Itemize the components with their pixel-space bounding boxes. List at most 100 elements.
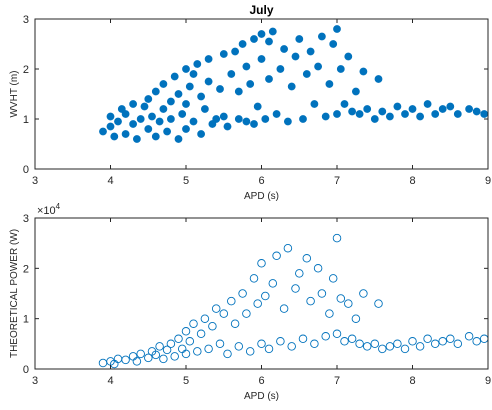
x-tick-label: 9 xyxy=(485,375,491,387)
data-point xyxy=(423,334,432,344)
x-tick-label: 8 xyxy=(409,175,415,187)
data-point xyxy=(159,354,168,364)
data-point xyxy=(204,344,213,354)
data-point xyxy=(189,70,198,78)
data-point xyxy=(242,309,251,318)
data-point xyxy=(144,125,153,133)
data-point xyxy=(393,339,402,349)
data-point xyxy=(121,130,130,138)
data-point xyxy=(219,309,229,318)
data-point xyxy=(230,319,240,328)
data-point xyxy=(332,233,342,243)
data-point xyxy=(374,75,383,83)
data-point xyxy=(446,102,455,111)
data-point xyxy=(219,50,228,58)
data-point xyxy=(310,100,319,108)
data-point xyxy=(268,27,277,36)
data-point xyxy=(174,334,183,344)
data-point xyxy=(272,110,281,118)
data-point xyxy=(464,332,474,341)
data-point xyxy=(336,294,346,303)
data-point xyxy=(99,127,107,136)
data-point xyxy=(329,40,338,48)
data-point xyxy=(178,110,187,118)
data-point xyxy=(144,353,153,363)
data-point xyxy=(129,100,137,108)
data-point xyxy=(257,339,266,349)
data-point xyxy=(480,110,489,118)
data-point xyxy=(355,110,364,118)
x-tick-label: 7 xyxy=(334,175,340,187)
data-point xyxy=(98,358,108,368)
data-point xyxy=(246,80,255,88)
data-point xyxy=(234,87,243,96)
x-tick-label: 6 xyxy=(258,175,264,187)
x-tick-label: 7 xyxy=(334,375,340,387)
data-point xyxy=(215,339,225,349)
y-tick-label: 3 xyxy=(23,14,29,26)
data-point xyxy=(151,350,161,360)
data-point xyxy=(423,100,432,108)
data-point xyxy=(314,62,322,71)
data-point xyxy=(401,110,409,118)
data-point xyxy=(223,122,232,131)
data-point xyxy=(374,299,383,308)
data-point xyxy=(453,339,463,349)
y-axis-label: WVHT (m) xyxy=(9,70,20,117)
data-point xyxy=(408,105,417,113)
data-point xyxy=(166,115,175,123)
x-axis-label: APD (s) xyxy=(244,391,279,402)
data-point xyxy=(302,254,312,263)
data-point xyxy=(416,112,424,121)
y-tick-label: 2 xyxy=(23,263,29,275)
data-point xyxy=(351,314,361,323)
data-point xyxy=(321,112,330,121)
data-point xyxy=(313,264,323,273)
data-point xyxy=(227,296,236,306)
axes-box xyxy=(34,18,489,170)
data-point xyxy=(430,339,440,349)
data-point xyxy=(159,80,168,88)
data-point xyxy=(265,75,273,83)
data-point xyxy=(333,25,341,33)
data-point xyxy=(408,337,417,346)
data-point xyxy=(140,102,149,111)
data-point xyxy=(121,355,130,365)
data-point xyxy=(110,132,119,141)
data-point xyxy=(148,112,156,121)
data-point xyxy=(321,332,330,341)
data-point xyxy=(415,342,425,351)
data-point xyxy=(325,309,334,318)
data-point xyxy=(197,130,205,138)
data-point xyxy=(287,82,296,91)
data-point xyxy=(155,342,164,351)
data-point xyxy=(197,92,205,101)
data-point xyxy=(328,274,338,283)
data-point xyxy=(249,274,259,283)
data-point xyxy=(185,82,194,91)
data-point xyxy=(287,342,296,351)
data-point xyxy=(465,105,473,113)
data-point xyxy=(438,105,447,113)
x-tick-label: 3 xyxy=(32,375,38,387)
data-point xyxy=(306,296,315,306)
data-point xyxy=(185,337,195,346)
data-point xyxy=(276,337,285,346)
data-series xyxy=(99,25,489,143)
data-point xyxy=(132,135,141,143)
data-point xyxy=(348,107,356,116)
data-point xyxy=(268,279,278,288)
data-point xyxy=(279,304,289,313)
data-point xyxy=(200,314,210,323)
data-point xyxy=(238,289,247,298)
data-point xyxy=(332,329,342,339)
data-point xyxy=(163,127,171,136)
data-point xyxy=(159,105,168,113)
data-point xyxy=(114,117,122,126)
x-tick-label: 5 xyxy=(183,175,189,187)
data-point xyxy=(295,269,304,278)
data-point xyxy=(162,345,172,355)
data-point xyxy=(355,339,364,349)
data-point xyxy=(261,115,270,123)
